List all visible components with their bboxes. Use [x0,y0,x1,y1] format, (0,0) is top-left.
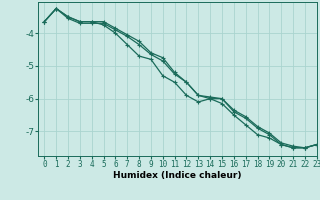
X-axis label: Humidex (Indice chaleur): Humidex (Indice chaleur) [113,171,242,180]
